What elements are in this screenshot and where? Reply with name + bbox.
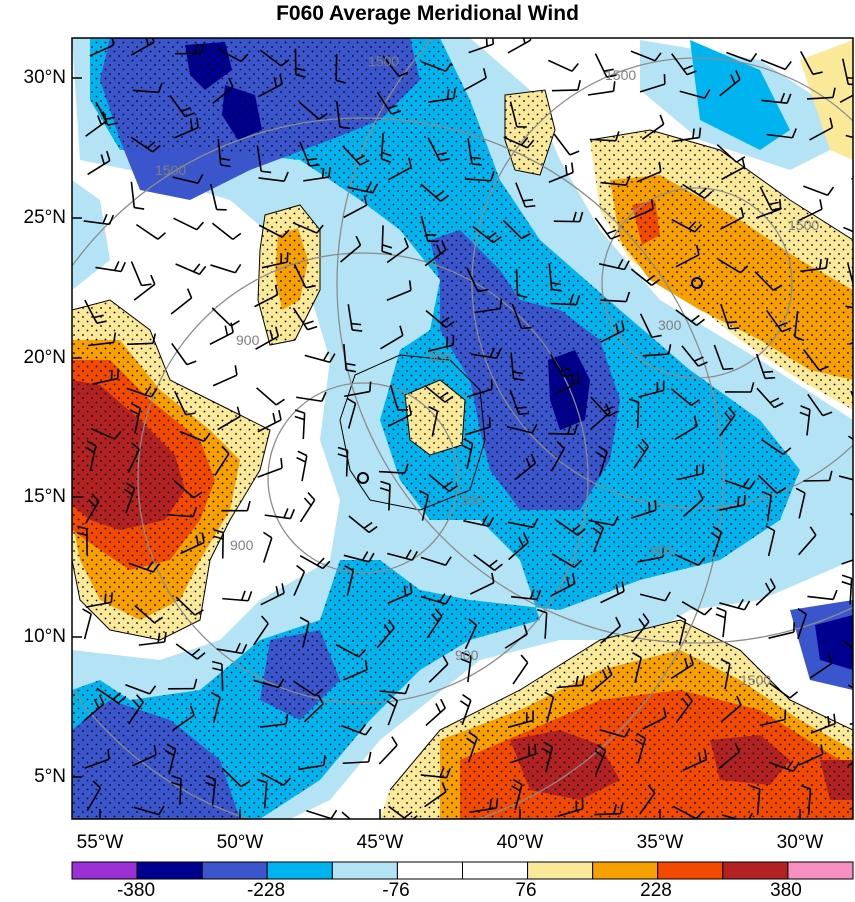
colorbar-swatch <box>332 862 397 879</box>
latitude-label: 30°N <box>14 67 66 89</box>
latitude-label: 15°N <box>14 486 66 508</box>
colorbar-swatch <box>397 862 462 879</box>
range-ring-label: 1500 <box>788 217 819 233</box>
range-ring-label: 900 <box>230 537 254 553</box>
longitude-label: 30°W <box>760 832 840 854</box>
range-ring-label: 900 <box>236 332 260 348</box>
colorbar-swatch <box>788 862 853 879</box>
colorbar-label: -380 <box>96 880 176 902</box>
colorbar-swatch <box>528 862 593 879</box>
latitude-label: 25°N <box>14 207 66 229</box>
colorbar-swatch <box>202 862 267 879</box>
longitude-label: 55°W <box>60 832 140 854</box>
latitude-label: 20°N <box>14 347 66 369</box>
colorbar-swatch <box>593 862 658 879</box>
longitude-label: 50°W <box>200 832 280 854</box>
colorbar-swatch <box>267 862 332 879</box>
range-ring-label: 900 <box>428 349 452 365</box>
longitude-label: 40°W <box>480 832 560 854</box>
colorbar-label: -76 <box>356 880 436 902</box>
colorbar-swatch <box>723 862 788 879</box>
colorbar <box>72 862 853 879</box>
range-ring-label: 300 <box>460 492 484 508</box>
latitude-label: 5°N <box>14 766 66 788</box>
range-ring-label: 1500 <box>368 53 399 69</box>
colorbar-label: 76 <box>486 880 566 902</box>
colorbar-swatch <box>137 862 202 879</box>
range-ring-label: 1500 <box>740 672 771 688</box>
range-ring-label: 900 <box>455 647 479 663</box>
colorbar-label: 228 <box>616 880 696 902</box>
colorbar-label: -228 <box>226 880 306 902</box>
longitude-label: 45°W <box>340 832 420 854</box>
range-ring-label: 900 <box>650 542 674 558</box>
range-ring-label: 1500 <box>605 67 636 83</box>
latitude-label: 10°N <box>14 626 66 648</box>
longitude-label: 35°W <box>620 832 700 854</box>
colorbar-label: 380 <box>746 880 826 902</box>
colorbar-swatch <box>658 862 723 879</box>
range-ring-label: 300 <box>658 317 682 333</box>
range-ring-label: 1500 <box>155 162 186 178</box>
colorbar-swatch <box>463 862 528 879</box>
colorbar-swatch <box>72 862 137 879</box>
wind-field <box>3 0 855 838</box>
